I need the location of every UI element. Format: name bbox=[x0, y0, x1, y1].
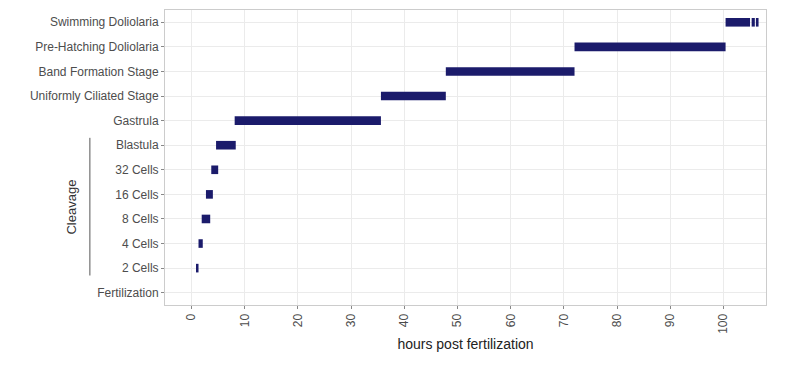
svg-text:16 Cells: 16 Cells bbox=[115, 188, 158, 202]
svg-text:100: 100 bbox=[716, 313, 730, 333]
svg-text:4 Cells: 4 Cells bbox=[122, 237, 159, 251]
svg-text:Cleavage: Cleavage bbox=[64, 180, 79, 235]
svg-text:Fertilization: Fertilization bbox=[97, 286, 158, 300]
svg-text:20: 20 bbox=[291, 313, 305, 327]
svg-text:8 Cells: 8 Cells bbox=[122, 212, 159, 226]
svg-text:Blastula: Blastula bbox=[116, 138, 159, 152]
svg-text:50: 50 bbox=[450, 313, 464, 327]
svg-text:60: 60 bbox=[504, 313, 518, 327]
svg-text:70: 70 bbox=[557, 313, 571, 327]
svg-text:2 Cells: 2 Cells bbox=[122, 261, 159, 275]
svg-text:Gastrula: Gastrula bbox=[113, 114, 159, 128]
svg-text:Pre-Hatching Doliolaria: Pre-Hatching Doliolaria bbox=[35, 40, 159, 54]
svg-text:0: 0 bbox=[184, 313, 198, 320]
svg-text:Uniformly Ciliated Stage: Uniformly Ciliated Stage bbox=[30, 89, 159, 103]
svg-text:hours post fertilization: hours post fertilization bbox=[397, 336, 533, 352]
svg-text:32 Cells: 32 Cells bbox=[115, 163, 158, 177]
svg-text:Band Formation Stage: Band Formation Stage bbox=[39, 65, 159, 79]
svg-text:40: 40 bbox=[397, 313, 411, 327]
svg-text:Swimming Doliolaria: Swimming Doliolaria bbox=[50, 15, 159, 29]
svg-text:90: 90 bbox=[663, 313, 677, 327]
svg-text:30: 30 bbox=[344, 313, 358, 327]
svg-text:10: 10 bbox=[238, 313, 252, 327]
svg-text:80: 80 bbox=[610, 313, 624, 327]
